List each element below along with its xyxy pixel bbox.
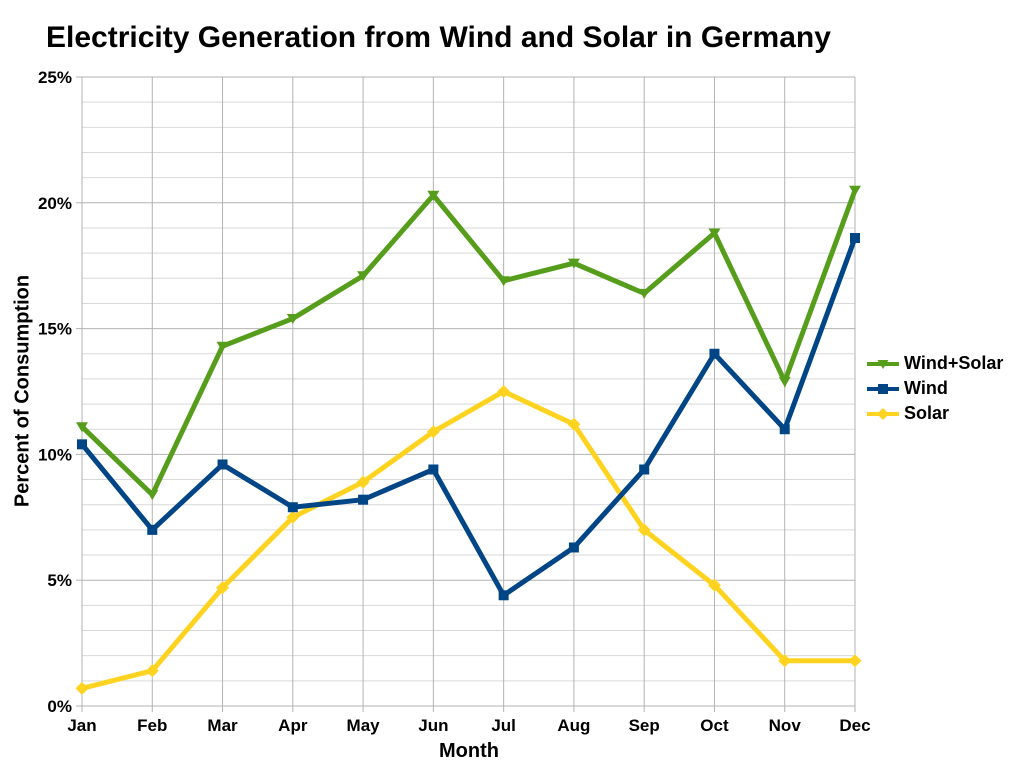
series-solar-point-dec <box>848 654 862 668</box>
legend-label-solar: Solar <box>904 403 950 423</box>
x-tick-label: Aug <box>557 716 590 735</box>
series-wind-point-oct <box>709 348 720 359</box>
x-tick-label: Jun <box>418 716 448 735</box>
series-wind-solar-point-mar <box>216 341 229 352</box>
x-tick-label: Sep <box>629 716 660 735</box>
x-tick-label: Feb <box>137 716 167 735</box>
series-wind-point-feb <box>147 524 158 535</box>
series-solar-point-oct <box>707 578 721 592</box>
series-wind-point-aug <box>568 542 579 553</box>
y-tick-label: 5% <box>47 571 72 590</box>
series-wind-solar-point-may <box>357 271 370 282</box>
y-tick-label: 10% <box>38 445 72 464</box>
series-solar-point-feb <box>145 664 159 678</box>
series-solar-point-apr <box>286 510 300 524</box>
series-wind-point-mar <box>217 459 228 470</box>
y-tick-label: 0% <box>47 697 72 716</box>
series-wind-point-apr <box>287 502 298 513</box>
x-tick-label: Mar <box>207 716 238 735</box>
legend-swatch-marker <box>878 383 888 394</box>
legend-swatch-wind-solar-icon <box>867 359 899 369</box>
series-wind-point-may <box>358 494 369 505</box>
series-wind-solar-point-sep <box>638 288 651 299</box>
x-tick-label: Nov <box>769 716 802 735</box>
legend-label-wind: Wind <box>904 378 948 398</box>
x-tick-label: Dec <box>839 716 870 735</box>
x-tick-label: May <box>347 716 381 735</box>
legend-swatch-marker <box>877 407 889 420</box>
series-wind-solar-point-jun <box>427 190 440 201</box>
y-tick-label: 15% <box>38 320 72 339</box>
series-solar-point-jun <box>426 425 440 439</box>
x-tick-label: Apr <box>278 716 308 735</box>
legend-swatch-solar-icon <box>867 407 899 420</box>
series-solar-point-jan <box>75 681 89 695</box>
series-solar-point-nov <box>778 654 792 668</box>
series-solar-point-jul <box>497 385 511 398</box>
legend: Wind+Solar Wind Solar <box>866 351 1003 426</box>
series-solar-point-may <box>356 475 370 489</box>
x-axis-title: Month <box>439 740 499 762</box>
series-wind-point-jul <box>498 590 509 601</box>
y-tick-label: 25% <box>38 68 72 87</box>
series-wind-point-dec <box>850 233 860 244</box>
series-wind-solar-line <box>80 189 858 499</box>
series-solar-point-mar <box>216 581 230 595</box>
y-tick-label: 20% <box>38 194 72 213</box>
legend-item-wind-solar: Wind+Solar <box>866 351 1003 376</box>
series-solar-point-sep <box>637 523 651 537</box>
series-wind-solar-point-oct <box>708 228 721 239</box>
x-tick-label: Jan <box>67 716 96 735</box>
series-wind-solar-point-jul <box>497 276 510 287</box>
series-wind-solar-point-nov <box>778 376 791 387</box>
legend-label-wind-solar: Wind+Solar <box>904 353 1004 373</box>
legend-item-solar: Solar <box>866 401 1003 426</box>
series-wind-solar-point-feb <box>146 490 159 501</box>
series-wind-solar-point-jan <box>76 422 88 433</box>
chart-title: Electricity Generation from Wind and Sol… <box>46 21 831 54</box>
series-wind-point-jun <box>428 464 439 475</box>
legend-swatch-wind-icon <box>867 383 899 394</box>
series-solar-line <box>81 388 855 691</box>
legend-item-wind: Wind <box>866 376 1003 401</box>
series-wind-solar-point-dec <box>849 185 861 196</box>
series-wind-line <box>80 237 858 599</box>
series-solar-point-aug <box>567 417 581 431</box>
x-tick-label: Jul <box>491 716 516 735</box>
series-wind-point-nov <box>779 424 790 435</box>
legend-swatch-marker <box>877 359 889 369</box>
series-wind-point-jan <box>77 439 87 450</box>
x-tick-label: Oct <box>700 716 729 735</box>
series-wind-point-sep <box>639 464 650 475</box>
series-wind-solar-point-aug <box>567 258 580 269</box>
series-wind-solar-point-apr <box>286 314 299 325</box>
